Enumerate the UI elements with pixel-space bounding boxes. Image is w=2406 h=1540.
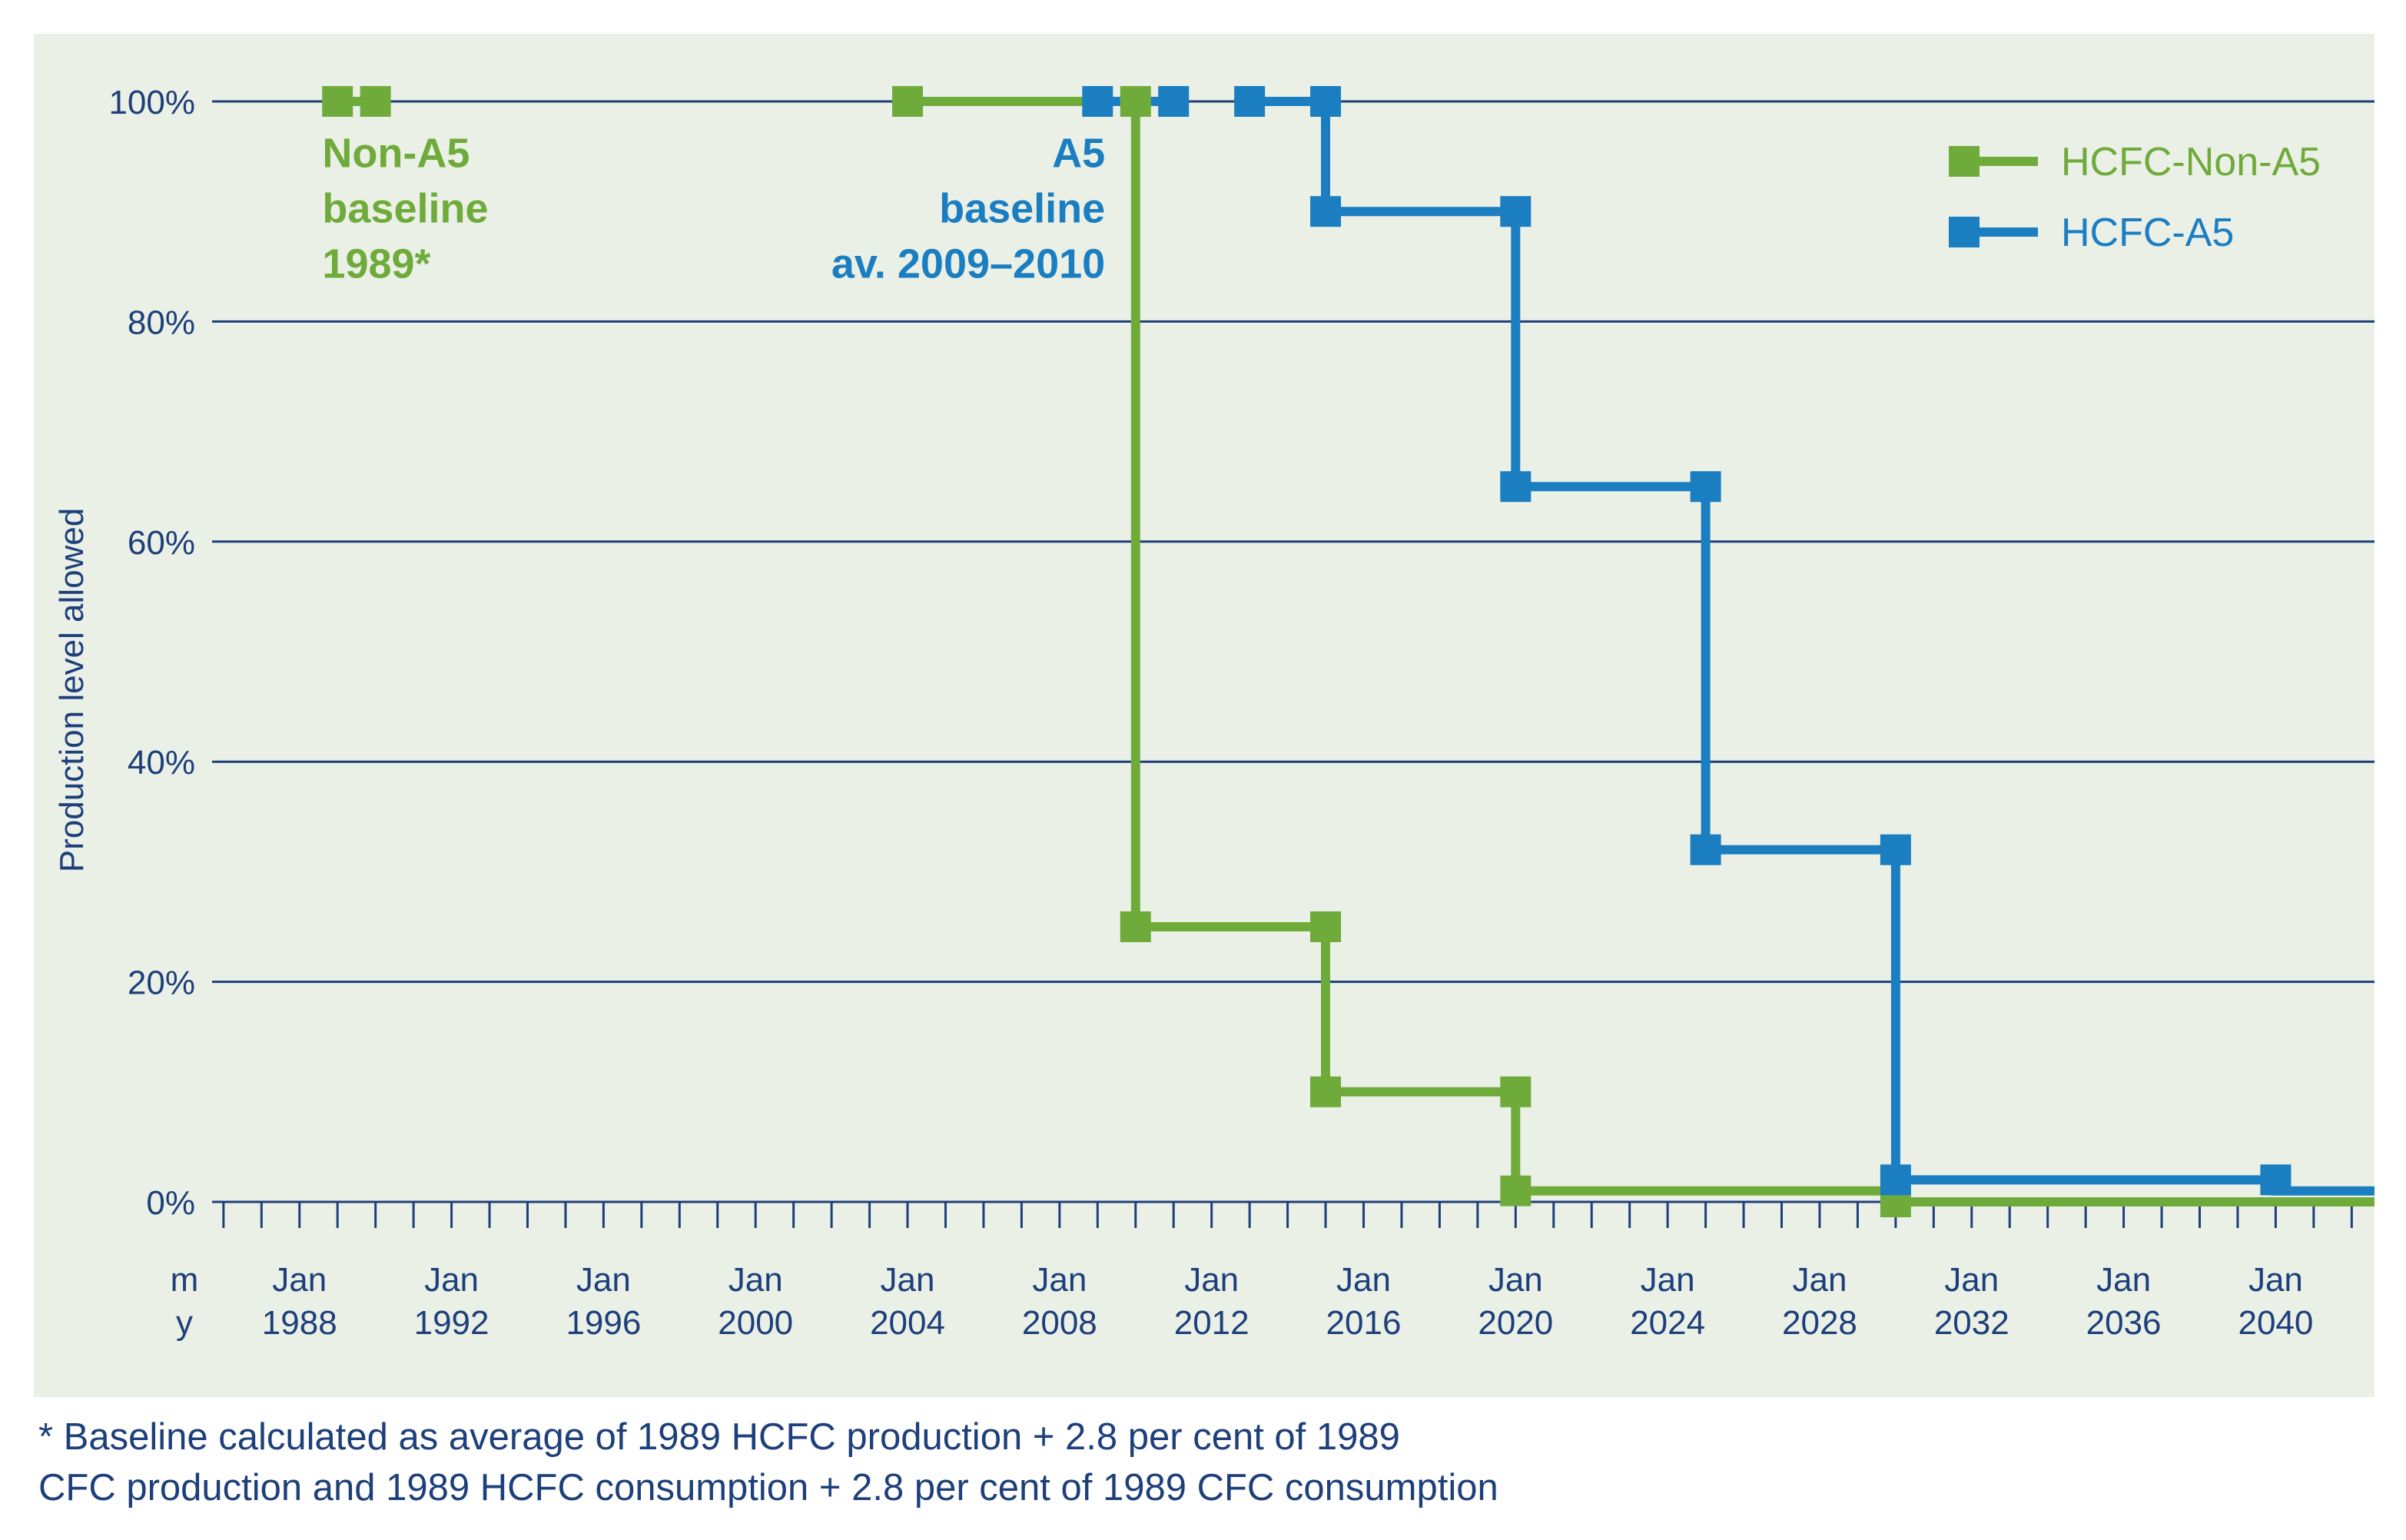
x-tick-label-year: 2036 [2086, 1304, 2162, 1342]
annotation-1-line: 1989* [322, 241, 430, 287]
x-tick-label-month: Jan [1184, 1261, 1239, 1299]
x-tick-label-year: 2012 [1174, 1304, 1249, 1342]
series-marker-hcfc-non-a5 [1120, 911, 1151, 942]
series-marker-hcfc-a5 [1500, 196, 1532, 227]
series-marker-hcfc-a5 [2260, 1164, 2292, 1196]
series-marker-hcfc-a5 [1234, 86, 1266, 117]
x-tick-label-year: 2000 [718, 1304, 793, 1342]
x-tick-label-month: Jan [2248, 1261, 2303, 1299]
series-marker-hcfc-a5 [1880, 834, 1911, 865]
legend-swatch-marker [1949, 217, 1980, 247]
x-tick-label-month: Jan [1488, 1261, 1543, 1299]
annotation-1-line: baseline [322, 186, 488, 232]
x-axis-row-label-year: y [176, 1304, 193, 1342]
x-tick-label-year: 2008 [1022, 1304, 1097, 1342]
series-marker-hcfc-a5 [1690, 471, 1721, 503]
legend-swatch-marker [1949, 146, 1980, 177]
series-marker-hcfc-a5 [1500, 471, 1532, 503]
x-tick-label-month: Jan [1641, 1261, 1695, 1299]
series-marker-hcfc-non-a5 [892, 86, 924, 117]
annotation-2-line: A5 [1052, 131, 1105, 177]
x-tick-label-month: Jan [1944, 1261, 1999, 1299]
legend-label: HCFC-A5 [2061, 211, 2234, 255]
x-tick-label-month: Jan [728, 1261, 783, 1299]
x-tick-label-month: Jan [1032, 1261, 1087, 1299]
x-tick-label-year: 1988 [262, 1304, 337, 1342]
y-tick-label: 40% [128, 744, 195, 782]
x-tick-label-month: Jan [1336, 1261, 1391, 1299]
series-marker-hcfc-non-a5 [1310, 911, 1342, 942]
x-tick-label-year: 1992 [414, 1304, 489, 1342]
x-tick-label-year: 2020 [1478, 1304, 1553, 1342]
annotation-2-line: baseline [939, 186, 1105, 232]
x-axis-row-label-month: m [171, 1261, 199, 1299]
plot-background [34, 34, 2374, 1397]
series-marker-hcfc-a5 [1880, 1164, 1911, 1196]
x-tick-label-month: Jan [1792, 1261, 1847, 1299]
series-marker-hcfc-a5 [1082, 86, 1113, 117]
x-tick-label-year: 2004 [870, 1304, 945, 1342]
annotation-2-line: av. 2009–2010 [831, 241, 1105, 287]
x-tick-label-month: Jan [576, 1261, 631, 1299]
series-marker-hcfc-a5 [1690, 834, 1721, 865]
series-marker-hcfc-non-a5 [1310, 1076, 1342, 1107]
x-tick-label-month: Jan [424, 1261, 479, 1299]
x-tick-label-year: 2024 [1630, 1304, 1705, 1342]
x-tick-label-year: 1996 [566, 1304, 641, 1342]
y-axis-label: Production level allowed [53, 508, 91, 873]
legend-label: HCFC-Non-A5 [2061, 140, 2321, 184]
series-marker-hcfc-non-a5 [322, 86, 353, 117]
x-tick-label-month: Jan [881, 1261, 935, 1299]
series-marker-hcfc-non-a5 [1500, 1076, 1532, 1107]
y-tick-label: 100% [108, 84, 195, 121]
footnote-line-2: CFC production and 1989 HCFC consumption… [38, 1467, 1498, 1508]
y-tick-label: 60% [128, 524, 195, 562]
series-marker-hcfc-a5 [1310, 196, 1342, 227]
x-tick-label-month: Jan [272, 1261, 327, 1299]
footnote-line-1: * Baseline calculated as average of 1989… [38, 1416, 1400, 1458]
y-tick-label: 80% [128, 304, 195, 341]
x-tick-label-month: Jan [2096, 1261, 2151, 1299]
y-tick-label: 20% [128, 964, 195, 1002]
series-marker-hcfc-non-a5 [360, 86, 391, 117]
series-marker-hcfc-non-a5 [1500, 1175, 1532, 1206]
series-marker-hcfc-a5 [1158, 86, 1190, 117]
annotation-1-line: Non-A5 [322, 131, 470, 177]
series-marker-hcfc-non-a5 [1120, 86, 1151, 117]
x-tick-label-year: 2016 [1326, 1304, 1402, 1342]
series-marker-hcfc-a5 [1310, 86, 1342, 117]
x-tick-label-year: 2028 [1782, 1304, 1857, 1342]
x-tick-label-year: 2040 [2238, 1304, 2313, 1342]
x-tick-label-year: 2032 [1934, 1304, 2009, 1342]
y-tick-label: 0% [146, 1184, 195, 1222]
